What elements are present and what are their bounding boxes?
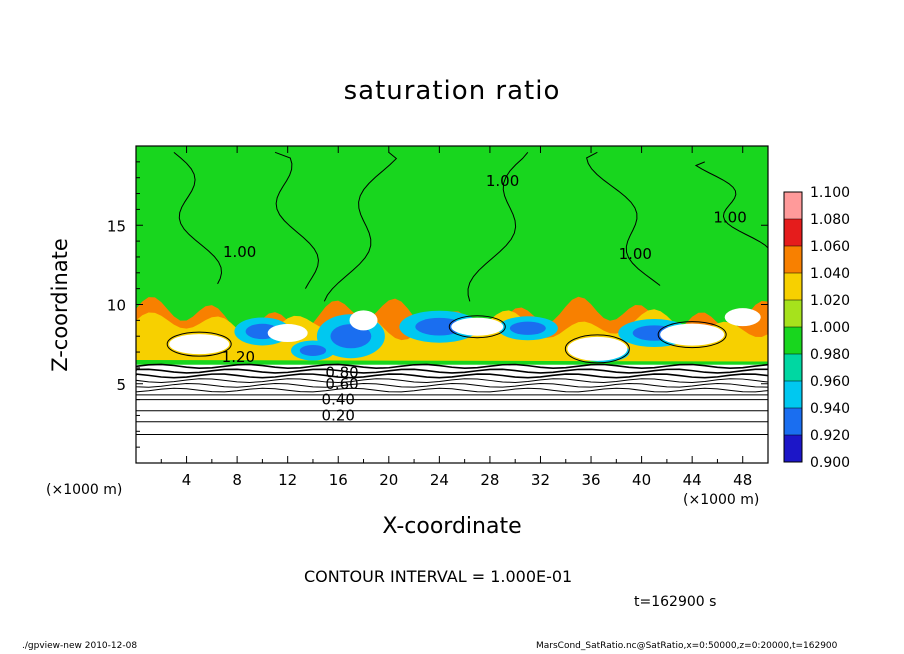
x-tick-label: 32 [531, 471, 550, 489]
x-tick-label: 28 [480, 471, 499, 489]
contour-line [136, 387, 768, 393]
x-axis-unit-left: (×1000 m) [46, 482, 123, 498]
y-axis-ticks: 5 10 15 [107, 161, 768, 448]
x-axis-ticks: 4 8 12 16 20 24 28 32 36 40 44 48 [160, 146, 752, 489]
colorbar-label: 1.100 [810, 185, 850, 201]
x-tick-label: 36 [581, 471, 600, 489]
colorbar-swatch [784, 408, 802, 435]
contour-label: 0.40 [322, 391, 355, 409]
y-tick-label: 15 [107, 217, 126, 235]
x-tick-label: 44 [683, 471, 702, 489]
colorbar-label: 0.960 [810, 374, 850, 390]
colorbar-swatch [784, 192, 802, 219]
field-patch-0940 [509, 321, 546, 335]
colorbar-label: 0.920 [810, 428, 850, 444]
contour-label: 0.80 [325, 364, 358, 382]
contour-line-1-00 [694, 161, 768, 249]
colorbar-label: 1.040 [810, 266, 850, 282]
colorbar-swatch [784, 381, 802, 408]
x-tick-label: 20 [379, 471, 398, 489]
x-axis-unit-right: (×1000 m) [683, 492, 760, 508]
field-pocket-above-1100 [567, 336, 628, 361]
cloud-layer [136, 296, 768, 463]
contour-line-1-00 [586, 151, 661, 286]
footer-right-info: MarsCond_SatRatio.nc@SatRatio,x=0:50000,… [536, 641, 838, 651]
contour-line-1-00 [467, 152, 529, 302]
colorbar-label: 0.940 [810, 401, 850, 417]
contour-line-1-00 [173, 151, 223, 285]
contour-label: 1.00 [223, 243, 256, 261]
colorbar-label: 0.900 [810, 455, 850, 471]
x-tick-label: 8 [232, 471, 242, 489]
contour-label: 0.60 [325, 375, 358, 393]
colorbar-label: 1.020 [810, 293, 850, 309]
contour-lines [136, 151, 768, 435]
x-tick-label: 16 [329, 471, 348, 489]
footer-left-info: ./gpview-new 2010-12-08 [22, 641, 138, 651]
contour-line [136, 378, 768, 383]
contour-line [136, 382, 768, 388]
field-pocket-above-1100 [349, 310, 378, 331]
field-pocket-above-1100 [724, 308, 761, 327]
x-tick-label: 48 [733, 471, 752, 489]
contour-line-1-00 [323, 151, 398, 302]
field-pocket-above-1100 [451, 317, 504, 336]
contour-line-1-10 [657, 321, 727, 349]
y-tick-label: 5 [116, 376, 126, 394]
contour-label: 1.00 [619, 245, 652, 263]
colorbar-swatch [784, 327, 802, 354]
colorbar-swatch [784, 246, 802, 273]
contour-line [136, 368, 768, 374]
field-region-below-cloud [136, 364, 768, 463]
contour-label: 1.00 [713, 208, 746, 226]
colorbar-label: 1.080 [810, 212, 850, 228]
contour-interval-note: CONTOUR INTERVAL = 1.000E-01 [304, 567, 573, 586]
colorbar-swatch [784, 354, 802, 381]
contour-label: 0.20 [322, 406, 355, 424]
colorbar: 0.900 0.920 0.940 0.960 0.980 1.000 1.020 1.040… [783, 185, 850, 471]
chart-title: saturation ratio [343, 76, 561, 106]
colorbar-label: 1.000 [810, 320, 850, 336]
colorbar-label: 0.980 [810, 347, 850, 363]
field-pocket-above-1100 [660, 323, 725, 346]
contour-line-1-00 [274, 151, 319, 289]
time-stamp: t=162900 s [634, 594, 717, 610]
contour-labels: 1.00 1.00 1.00 1.00 1.20 0.800.600.400.20 [222, 172, 747, 425]
y-tick-label: 10 [107, 297, 126, 315]
contour-label: 1.20 [222, 348, 255, 366]
contour-line [136, 373, 768, 379]
x-tick-label: 4 [182, 471, 192, 489]
colorbar-swatch [784, 219, 802, 246]
contour-label: 1.00 [486, 172, 519, 190]
x-tick-label: 12 [278, 471, 297, 489]
field-patch-0940 [299, 344, 327, 356]
field-pocket-above-1100 [169, 334, 230, 355]
colorbar-swatch [784, 273, 802, 300]
plot-area: 1.00 1.00 1.00 1.00 1.20 0.800.600.400.20 [136, 146, 768, 463]
field-pocket-above-1100 [267, 324, 308, 343]
colorbar-label: 1.060 [810, 239, 850, 255]
x-tick-label: 40 [632, 471, 651, 489]
x-axis-label: X-coordinate [382, 514, 522, 539]
x-tick-label: 24 [430, 471, 449, 489]
contour-line-1-10 [564, 334, 630, 364]
colorbar-swatch [784, 435, 802, 462]
contour-line-1-10 [166, 331, 232, 357]
contour-line [136, 363, 768, 370]
contour-line-1-10 [448, 315, 506, 339]
colorbar-swatch [784, 300, 802, 327]
